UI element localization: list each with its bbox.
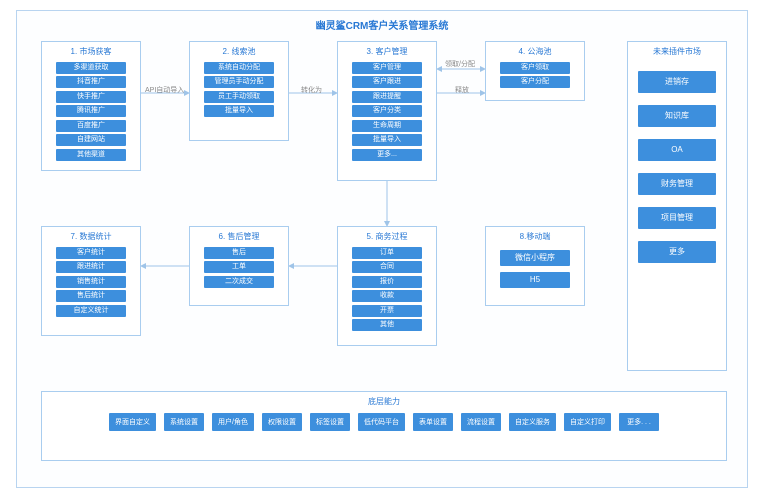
bottom-chip: 自定义打印 [564,413,611,431]
chip: 工单 [204,261,275,273]
chip: 多渠道获取 [56,62,127,74]
side-chip: 知识库 [638,105,716,127]
chip: 客户统计 [56,247,127,259]
bottom-chip: 更多. . . [619,413,659,431]
bottom-chip: 系统设置 [164,413,204,431]
box-stats: 7. 数据统计客户统计跟进统计销售统计售后统计自定义统计 [41,226,141,336]
bottom-chip: 标签设置 [310,413,350,431]
chip: 售后统计 [56,290,127,302]
chip: 客户分类 [352,105,423,117]
chip: 系统自动分配 [204,62,275,74]
chip: 收款 [352,290,423,302]
box-title: 6. 售后管理 [190,227,288,244]
chip: H5 [500,272,571,288]
bottom-chip: 流程设置 [461,413,501,431]
edge-label: API自动导入 [145,85,184,95]
box-title: 8.移动端 [486,227,584,244]
diagram-title: 幽灵鲨CRM客户关系管理系统 [17,17,747,32]
box-aftersales: 6. 售后管理售后工单二次成交 [189,226,289,306]
box-leads: 2. 线索池系统自动分配管理员手动分配员工手动领取批量导入 [189,41,289,141]
box-title: 1. 市场获客 [42,42,140,59]
box-title: 5. 商务过程 [338,227,436,244]
box-business: 5. 商务过程订单合同报价收款开票其他 [337,226,437,346]
bottom-chip: 低代码平台 [358,413,405,431]
chip: 客户分配 [500,76,571,88]
box-customer: 3. 客户管理客户管理客户跟进跟进提醒客户分类生命周期批量导入更多... [337,41,437,181]
bottom-capabilities: 底层能力 界面自定义系统设置用户/角色权限设置标签设置低代码平台表单设置流程设置… [41,391,727,461]
side-chip: 更多 [638,241,716,263]
side-chip: 进销存 [638,71,716,93]
chip: 合同 [352,261,423,273]
bottom-chip: 表单设置 [413,413,453,431]
bottom-chip: 自定义服务 [509,413,556,431]
bottom-chip: 权限设置 [262,413,302,431]
box-title: 7. 数据统计 [42,227,140,244]
chip: 销售统计 [56,276,127,288]
chip: 跟进统计 [56,261,127,273]
edge-label: 转化为 [301,85,322,95]
chip: 腾讯推广 [56,105,127,117]
chip: 快手推广 [56,91,127,103]
box-market: 1. 市场获客多渠道获取抖音推广快手推广腾讯推广百度推广自建网站其他渠道 [41,41,141,171]
chip: 客户跟进 [352,76,423,88]
bottom-title: 底层能力 [42,392,726,411]
chip: 其他渠道 [56,149,127,161]
chip: 开票 [352,305,423,317]
box-title: 2. 线索池 [190,42,288,59]
chip: 售后 [204,247,275,259]
chip: 客户领取 [500,62,571,74]
diagram-frame: 幽灵鲨CRM客户关系管理系统 API自动导入 转化为 领取/分配 释放 1. 市… [16,10,748,488]
side-title: 未来插件市场 [628,42,726,59]
chip: 百度推广 [56,120,127,132]
side-plugins: 未来插件市场 进销存知识库 OA 财务管理项目管理更多 [627,41,727,371]
chip: 订单 [352,247,423,259]
chip: 员工手动领取 [204,91,275,103]
chip: 管理员手动分配 [204,76,275,88]
side-chip: 财务管理 [638,173,716,195]
chip: 自定义统计 [56,305,127,317]
bottom-chip: 用户/角色 [212,413,254,431]
box-title: 4. 公海池 [486,42,584,59]
side-chip: OA [638,139,716,161]
chip: 二次成交 [204,276,275,288]
chip: 自建网站 [56,134,127,146]
bottom-row: 界面自定义系统设置用户/角色权限设置标签设置低代码平台表单设置流程设置自定义服务… [42,411,726,439]
chip: 跟进提醒 [352,91,423,103]
box-title: 3. 客户管理 [338,42,436,59]
chip: 微信小程序 [500,250,571,266]
edge-label: 领取/分配 [445,59,475,69]
bottom-chip: 界面自定义 [109,413,156,431]
chip: 生命周期 [352,120,423,132]
chip: 更多... [352,149,423,161]
chip: 其他 [352,319,423,331]
side-chip: 项目管理 [638,207,716,229]
box-public-pool: 4. 公海池客户领取客户分配 [485,41,585,101]
box-mobile: 8.移动端微信小程序 H5 [485,226,585,306]
edge-label: 释放 [455,85,469,95]
chip: 批量导入 [204,105,275,117]
chip: 批量导入 [352,134,423,146]
chip: 客户管理 [352,62,423,74]
chip: 报价 [352,276,423,288]
chip: 抖音推广 [56,76,127,88]
